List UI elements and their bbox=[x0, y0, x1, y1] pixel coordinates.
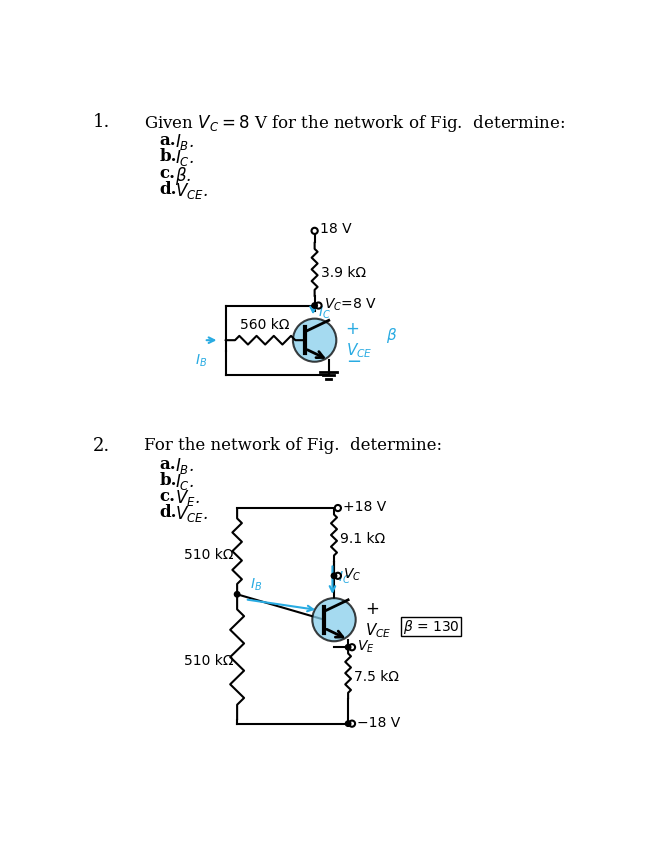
Circle shape bbox=[312, 303, 317, 308]
Text: a.: a. bbox=[160, 456, 176, 472]
Text: For the network of Fig.  determine:: For the network of Fig. determine: bbox=[144, 437, 442, 454]
Text: $V_E$.: $V_E$. bbox=[175, 488, 200, 508]
Text: c.: c. bbox=[160, 164, 175, 182]
Text: $V_E$: $V_E$ bbox=[357, 638, 375, 655]
Text: a.: a. bbox=[160, 132, 176, 150]
Circle shape bbox=[346, 721, 351, 727]
Text: $I_C$.: $I_C$. bbox=[175, 472, 194, 492]
Text: $I_B$.: $I_B$. bbox=[175, 456, 194, 476]
Text: $V_C$: $V_C$ bbox=[344, 567, 361, 583]
Text: +: + bbox=[346, 320, 359, 338]
Text: b.: b. bbox=[160, 472, 177, 489]
Circle shape bbox=[293, 318, 336, 362]
Text: $I_B$: $I_B$ bbox=[194, 353, 207, 368]
Text: d.: d. bbox=[160, 181, 177, 198]
Text: $V_{CE}$: $V_{CE}$ bbox=[346, 342, 373, 361]
Text: $I_B$.: $I_B$. bbox=[175, 132, 194, 152]
Text: $V_{CE}$: $V_{CE}$ bbox=[365, 621, 392, 640]
Circle shape bbox=[331, 573, 336, 579]
Text: 7.5 kΩ: 7.5 kΩ bbox=[354, 670, 399, 684]
Text: $I_C$.: $I_C$. bbox=[175, 149, 194, 169]
Circle shape bbox=[235, 592, 240, 597]
Text: $\beta$.: $\beta$. bbox=[175, 164, 192, 187]
Text: 3.9 kΩ: 3.9 kΩ bbox=[321, 266, 366, 280]
Text: $\beta$ = 130: $\beta$ = 130 bbox=[403, 618, 460, 636]
Text: $\beta$: $\beta$ bbox=[386, 326, 397, 345]
Text: +18 V: +18 V bbox=[344, 500, 386, 515]
Text: $V_C$=8 V: $V_C$=8 V bbox=[324, 297, 377, 313]
Text: 2.: 2. bbox=[93, 437, 110, 455]
Text: 1.: 1. bbox=[93, 113, 110, 131]
Circle shape bbox=[312, 598, 355, 641]
Text: $I_C$: $I_C$ bbox=[338, 570, 351, 586]
Text: −: − bbox=[346, 353, 361, 371]
Text: $I_B$: $I_B$ bbox=[250, 577, 263, 593]
Text: $V_{CE}$.: $V_{CE}$. bbox=[175, 504, 208, 524]
Text: −18 V: −18 V bbox=[357, 716, 401, 730]
Text: 510 kΩ: 510 kΩ bbox=[185, 654, 234, 668]
Text: Given $V_C = 8$ V for the network of Fig.  determine:: Given $V_C = 8$ V for the network of Fig… bbox=[144, 113, 566, 134]
Circle shape bbox=[346, 644, 351, 650]
Text: $I_C$: $I_C$ bbox=[319, 305, 331, 322]
Text: +: + bbox=[365, 600, 379, 618]
Text: 9.1 kΩ: 9.1 kΩ bbox=[340, 532, 386, 546]
Text: c.: c. bbox=[160, 488, 175, 505]
Text: b.: b. bbox=[160, 149, 177, 165]
Text: d.: d. bbox=[160, 504, 177, 522]
Text: 560 kΩ: 560 kΩ bbox=[240, 318, 290, 332]
Text: $V_{CE}$.: $V_{CE}$. bbox=[175, 181, 208, 201]
Text: 18 V: 18 V bbox=[320, 222, 351, 236]
FancyBboxPatch shape bbox=[401, 618, 461, 636]
Text: 510 kΩ: 510 kΩ bbox=[185, 548, 234, 562]
